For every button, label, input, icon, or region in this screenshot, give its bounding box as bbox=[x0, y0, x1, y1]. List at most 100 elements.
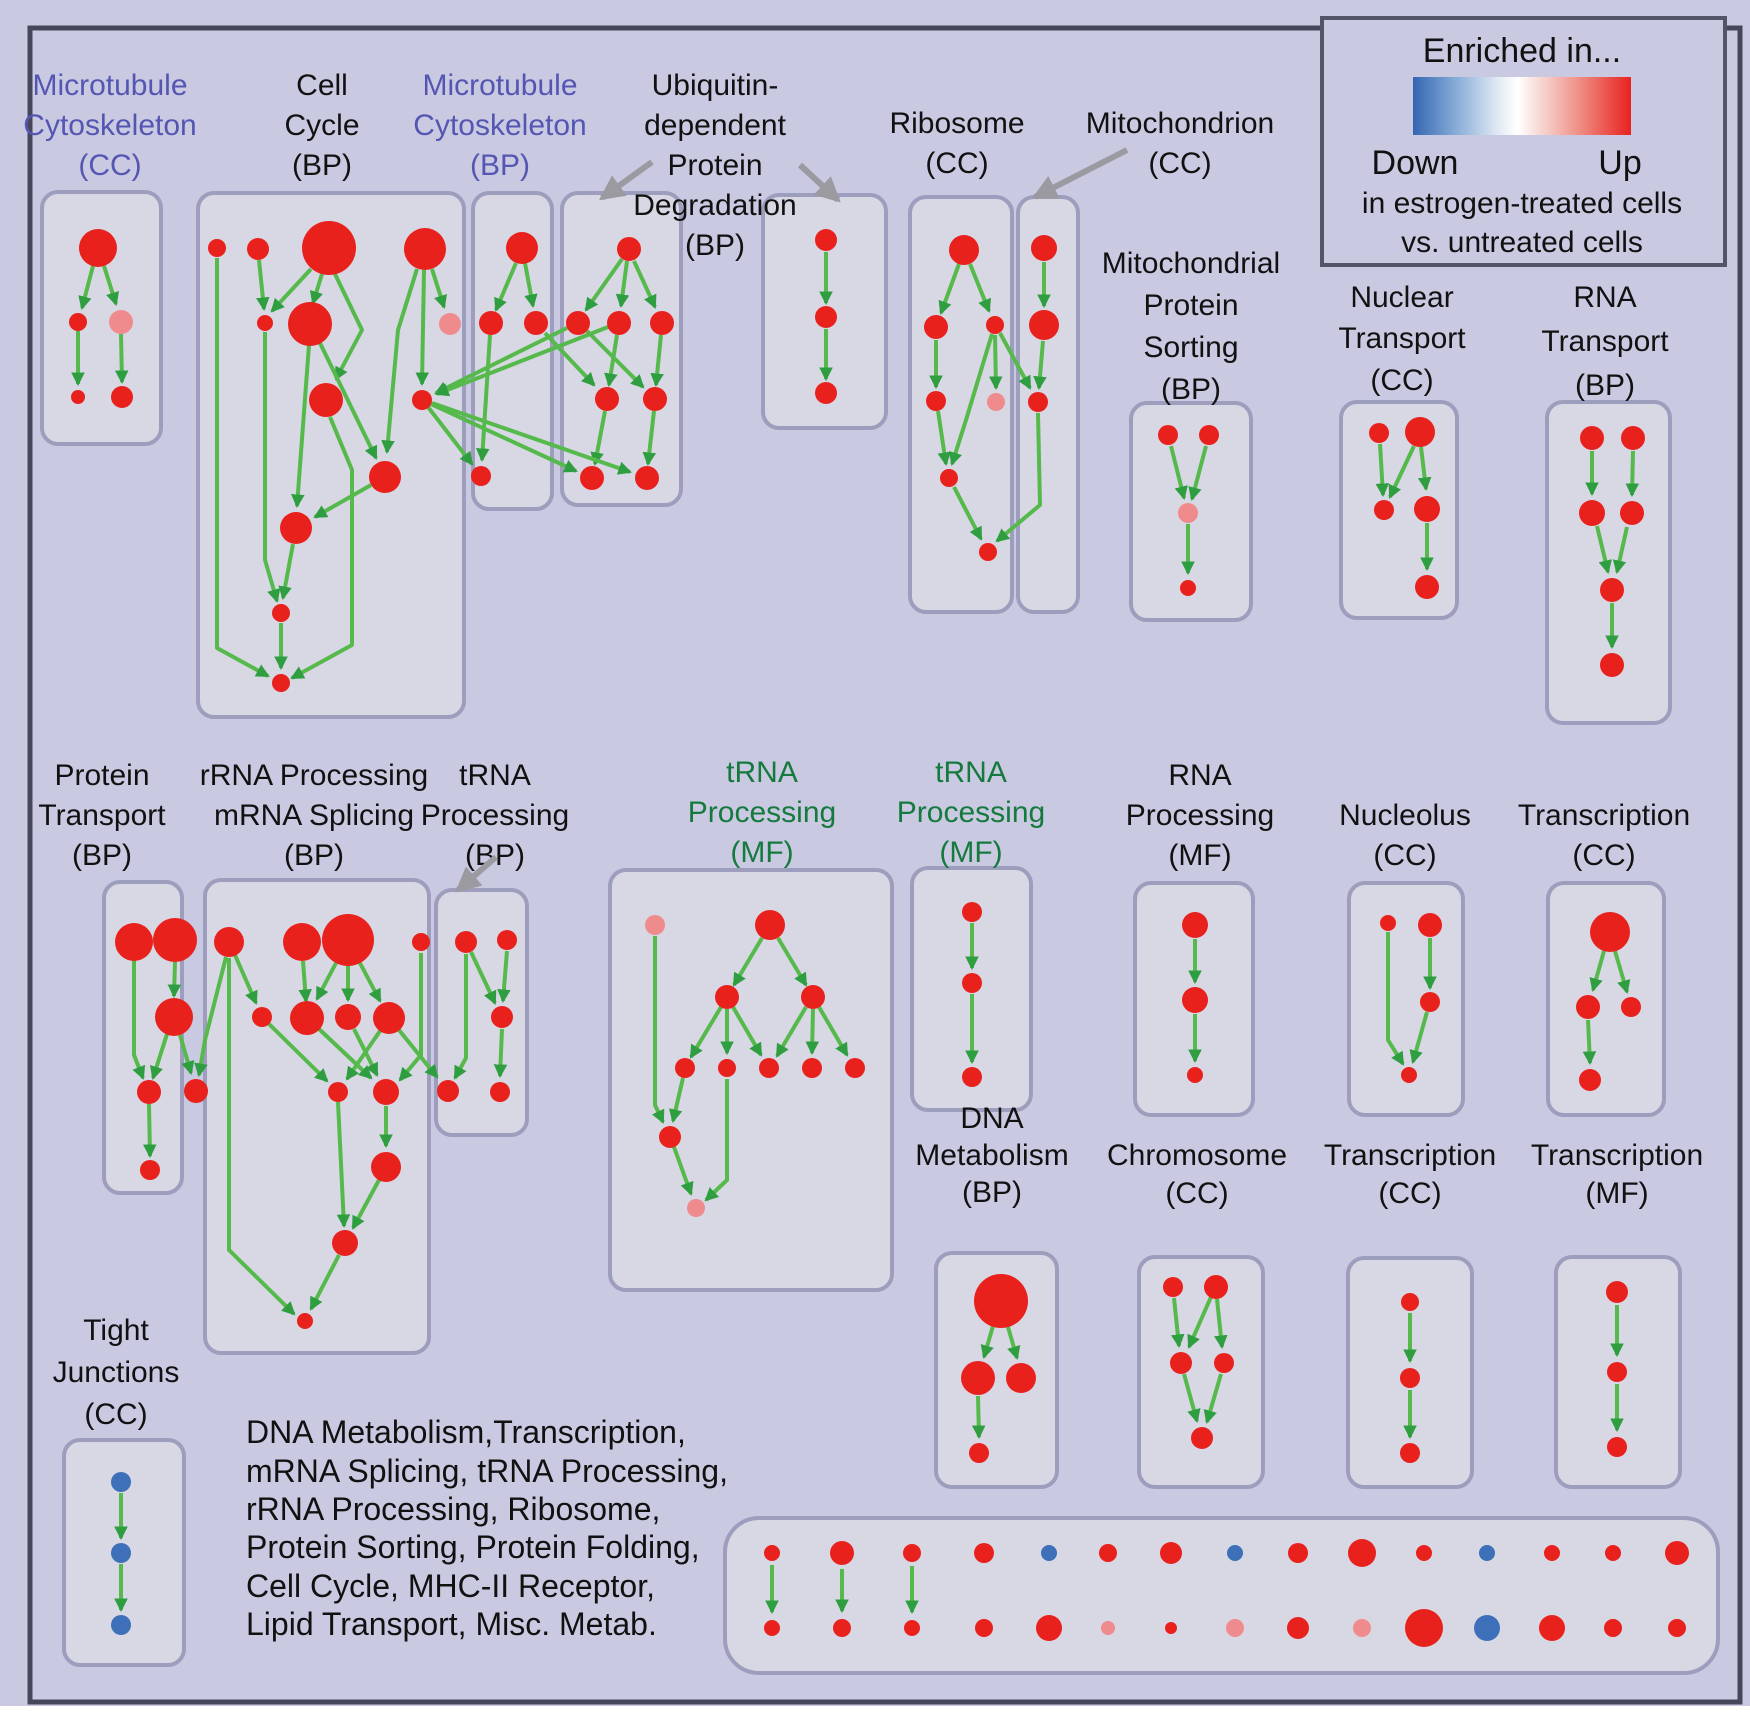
cluster-label-rrna-processing-mrna-splicing-line2: (BP) bbox=[284, 839, 344, 872]
node-ribosome-cc-2 bbox=[986, 316, 1004, 334]
edge-protein-transport-3 bbox=[178, 1034, 195, 1075]
panel-node-bottom-2 bbox=[904, 1620, 920, 1636]
node-rrna-processing-mrna-splicing-3 bbox=[412, 933, 430, 951]
edge-microtubule-cc-0 bbox=[78, 265, 95, 310]
edge-rna-transport-3 bbox=[1612, 526, 1629, 574]
node-rrna-processing-mrna-splicing-1 bbox=[283, 923, 321, 961]
edge-cell-cycle-6 bbox=[415, 269, 430, 387]
cluster-label-mito-protein-sorting-line3: (BP) bbox=[1161, 373, 1221, 406]
cluster-label-dna-metabolism-line1: Metabolism bbox=[915, 1139, 1068, 1172]
cluster-label-rna-processing-mf-line1: Processing bbox=[1126, 799, 1274, 832]
node-protein-transport-3 bbox=[137, 1080, 161, 1104]
node-ubiquitin-degradation-b-0 bbox=[815, 229, 837, 251]
layer-boxes bbox=[40, 190, 1720, 1675]
cluster-label-ubiquitin-degradation-a-line1: dependent bbox=[644, 109, 786, 142]
legend-down-label: Down bbox=[1372, 144, 1459, 182]
edge-ubiquitin-degradation-a-6 bbox=[590, 410, 607, 467]
edge-microtubule-cc-3 bbox=[114, 333, 129, 385]
node-transcription-cc-upper-3 bbox=[1579, 1069, 1601, 1091]
edge-rrna-processing-mrna-splicing-5 bbox=[267, 1022, 329, 1083]
edge-trna-processing-mf-1-0 bbox=[732, 936, 764, 987]
edge-ribosome-cc-5 bbox=[936, 410, 951, 467]
node-trna-processing-mf-1-6 bbox=[759, 1058, 779, 1078]
cluster-label-transcription-mf-line1: (MF) bbox=[1585, 1177, 1648, 1210]
node-trna-processing-mf-1-3 bbox=[801, 985, 825, 1009]
node-trna-processing-mf-1-2 bbox=[715, 985, 739, 1009]
edge-trna-processing-mf-1-11 bbox=[704, 1079, 729, 1202]
panel-node-top-1 bbox=[830, 1541, 854, 1565]
edge-transcription-cc-upper-0 bbox=[1589, 950, 1606, 992]
edge-trna-processing-mf-1-1 bbox=[776, 936, 808, 987]
node-transcription-cc-upper-2 bbox=[1621, 997, 1641, 1017]
node-tight-junctions-2 bbox=[111, 1615, 131, 1635]
node-rrna-processing-mrna-splicing-0 bbox=[214, 927, 244, 957]
note-line-1: mRNA Splicing, tRNA Processing, bbox=[246, 1453, 728, 1489]
callout-arrow-2 bbox=[1031, 147, 1129, 200]
edge-ubiquitin-degradation-a-1 bbox=[615, 260, 630, 309]
note-line-3: Protein Sorting, Protein Folding, bbox=[246, 1529, 700, 1565]
node-nuclear-transport-3 bbox=[1414, 496, 1440, 522]
node-transcription-cc-lower-2 bbox=[1400, 1443, 1420, 1463]
panel-node-bottom-10 bbox=[1405, 1609, 1443, 1647]
edge-rrna-processing-mrna-splicing-1 bbox=[298, 960, 312, 1004]
node-protein-transport-2 bbox=[155, 998, 193, 1036]
node-mitochondrion-cc-0 bbox=[1031, 235, 1057, 261]
cluster-label-nucleolus-cc-line0: Nucleolus bbox=[1339, 799, 1471, 832]
node-trna-processing-mf-1-1 bbox=[755, 910, 785, 940]
node-rna-transport-1 bbox=[1621, 426, 1645, 450]
edge-trna-processing-mf-1-7 bbox=[817, 1005, 849, 1057]
node-ribosome-cc-1 bbox=[924, 315, 948, 339]
node-rrna-processing-mrna-splicing-7 bbox=[373, 1002, 405, 1034]
node-ubiquitin-degradation-a-1 bbox=[566, 311, 590, 335]
cluster-label-rna-transport-line1: Transport bbox=[1541, 325, 1669, 358]
edge-cell-cycle-10 bbox=[263, 332, 281, 603]
edge-mito-protein-sorting-1 bbox=[1188, 445, 1208, 501]
cluster-label-microtubule-bp-line2: (BP) bbox=[470, 149, 530, 182]
cluster-label-rna-processing-mf-line2: (MF) bbox=[1168, 839, 1231, 872]
cluster-label-rrna-processing-mrna-splicing-line0: rRNA Processing bbox=[200, 759, 428, 792]
node-ribosome-cc-4 bbox=[987, 393, 1005, 411]
edge-ribosome-cc-0 bbox=[938, 263, 961, 315]
node-ubiquitin-degradation-b-1 bbox=[815, 306, 837, 328]
edge-cell-cycle-2 bbox=[270, 267, 313, 313]
cluster-label-microtubule-bp-line1: Cytoskeleton bbox=[413, 109, 586, 142]
edge-chromosome-cc-4 bbox=[1203, 1373, 1223, 1424]
node-trna-processing-mf-2-1 bbox=[962, 973, 982, 993]
node-dna-metabolism-0 bbox=[974, 1274, 1028, 1328]
node-transcription-cc-upper-0 bbox=[1590, 912, 1630, 952]
legend-subtitle-2: vs. untreated cells bbox=[1401, 226, 1643, 259]
cluster-label-cell-cycle-line1: Cycle bbox=[284, 109, 359, 142]
node-trna-processing-mf-1-7 bbox=[802, 1058, 822, 1078]
edge-microtubule-bp-0 bbox=[494, 262, 518, 312]
edge-ribosome-cc-6 bbox=[952, 486, 983, 541]
cross-edge-7 bbox=[995, 412, 1042, 543]
edge-trna-processing-mf-1-9 bbox=[668, 1077, 685, 1123]
cluster-label-dna-metabolism-line2: (BP) bbox=[962, 1176, 1022, 1209]
edge-trna-processing-mf-1-2 bbox=[689, 1005, 723, 1059]
node-chromosome-cc-0 bbox=[1163, 1277, 1183, 1297]
node-rna-transport-2 bbox=[1579, 500, 1605, 526]
edge-ubiquitin-degradation-a-2 bbox=[632, 260, 657, 309]
node-microtubule-bp-1 bbox=[479, 311, 503, 335]
edge-rna-transport-2 bbox=[1595, 525, 1612, 574]
cluster-label-dna-metabolism-line0: DNA bbox=[960, 1102, 1023, 1135]
node-cell-cycle-5 bbox=[288, 302, 332, 346]
node-protein-transport-5 bbox=[140, 1160, 160, 1180]
node-protein-transport-0 bbox=[115, 923, 153, 961]
edge-trna-processing-mf-1-6 bbox=[805, 1008, 820, 1056]
callout-arrow-0 bbox=[598, 159, 654, 201]
edge-transcription-cc-upper-2 bbox=[1582, 1019, 1597, 1066]
edge-cell-cycle-1 bbox=[256, 259, 270, 312]
node-trna-processing-mf-1-4 bbox=[675, 1058, 695, 1078]
node-cell-cycle-1 bbox=[247, 238, 269, 260]
cluster-label-cell-cycle-line0: Cell bbox=[296, 69, 348, 102]
edge-rrna-processing-mrna-splicing-0 bbox=[233, 954, 258, 1005]
edge-rrna-processing-mrna-splicing-8 bbox=[352, 1028, 379, 1077]
cluster-label-nucleolus-cc-line1: (CC) bbox=[1373, 839, 1436, 872]
edge-cell-cycle-5 bbox=[430, 268, 448, 309]
edge-trna-processing-bp-0 bbox=[469, 951, 497, 1005]
panel-node-top-3 bbox=[974, 1543, 994, 1563]
node-tight-junctions-0 bbox=[111, 1472, 131, 1492]
node-rna-transport-5 bbox=[1600, 653, 1624, 677]
